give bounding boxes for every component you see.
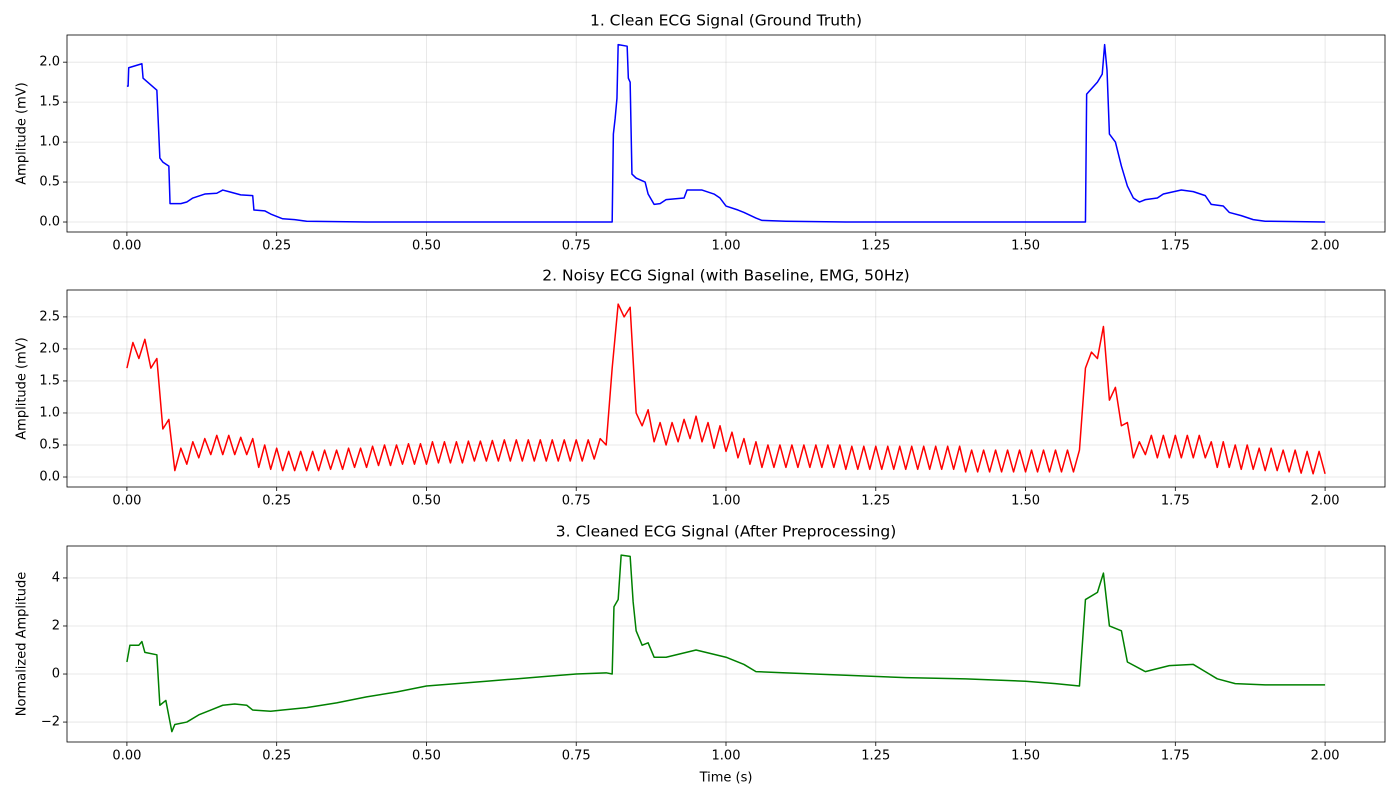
x-tick-label: 1.00 — [712, 239, 741, 254]
x-tick-label: 1.25 — [861, 239, 890, 254]
chart-title: 1. Clean ECG Signal (Ground Truth) — [590, 12, 862, 30]
y-tick-label: 1.0 — [39, 135, 60, 150]
chart-title: 2. Noisy ECG Signal (with Baseline, EMG,… — [542, 267, 909, 285]
x-tick-label: 0.00 — [112, 749, 141, 764]
y-tick-label: −2 — [41, 715, 60, 730]
y-tick-label: 2.0 — [39, 55, 60, 70]
signal-line — [126, 303, 1326, 475]
y-axis-label: Amplitude (mV) — [15, 337, 30, 439]
y-tick-label: 2.5 — [39, 309, 60, 324]
y-axis-label: Amplitude (mV) — [15, 82, 30, 184]
x-tick-label: 1.75 — [1161, 494, 1190, 509]
plot-frame — [66, 545, 1386, 743]
x-tick-label: 1.00 — [712, 749, 741, 764]
y-axis-label: Normalized Amplitude — [15, 572, 30, 716]
x-tick-label: 1.75 — [1161, 239, 1190, 254]
y-tick-label: 0.0 — [39, 215, 60, 230]
y-tick-label: 0 — [52, 667, 60, 682]
signal-line — [126, 554, 1326, 733]
x-tick-label: 0.50 — [412, 239, 441, 254]
x-tick-label: 2.00 — [1311, 239, 1340, 254]
x-tick-label: 0.25 — [262, 239, 291, 254]
y-tick-label: 4 — [52, 570, 60, 585]
x-tick-label: 1.25 — [861, 749, 890, 764]
x-tick-label: 1.25 — [861, 494, 890, 509]
x-tick-label: 1.00 — [712, 494, 741, 509]
y-tick-label: 0.5 — [39, 175, 60, 190]
x-tick-label: 0.00 — [112, 494, 141, 509]
y-tick-label: 0.0 — [39, 470, 60, 485]
x-tick-label: 1.50 — [1011, 239, 1040, 254]
y-tick-label: 2 — [52, 618, 60, 633]
x-tick-label: 0.75 — [562, 749, 591, 764]
y-tick-label: 1.5 — [39, 95, 60, 110]
y-tick-label: 0.5 — [39, 437, 60, 452]
x-tick-label: 0.75 — [562, 239, 591, 254]
x-tick-label: 0.25 — [262, 494, 291, 509]
y-tick-label: 1.0 — [39, 405, 60, 420]
x-tick-label: 1.50 — [1011, 494, 1040, 509]
x-tick-label: 0.75 — [562, 494, 591, 509]
x-tick-label: 0.50 — [412, 749, 441, 764]
x-tick-label: 0.50 — [412, 494, 441, 509]
x-tick-label: 2.00 — [1311, 494, 1340, 509]
y-tick-label: 1.5 — [39, 373, 60, 388]
plot-frame — [66, 34, 1386, 233]
signal-line — [126, 43, 1326, 223]
x-tick-label: 2.00 — [1311, 749, 1340, 764]
x-tick-label: 0.25 — [262, 749, 291, 764]
chart-title: 3. Cleaned ECG Signal (After Preprocessi… — [556, 523, 897, 541]
x-tick-label: 1.50 — [1011, 749, 1040, 764]
y-tick-label: 2.0 — [39, 341, 60, 356]
x-tick-label: 0.00 — [112, 239, 141, 254]
x-axis-label: Time (s) — [699, 771, 753, 786]
x-tick-label: 1.75 — [1161, 749, 1190, 764]
plot-frame — [66, 289, 1386, 488]
